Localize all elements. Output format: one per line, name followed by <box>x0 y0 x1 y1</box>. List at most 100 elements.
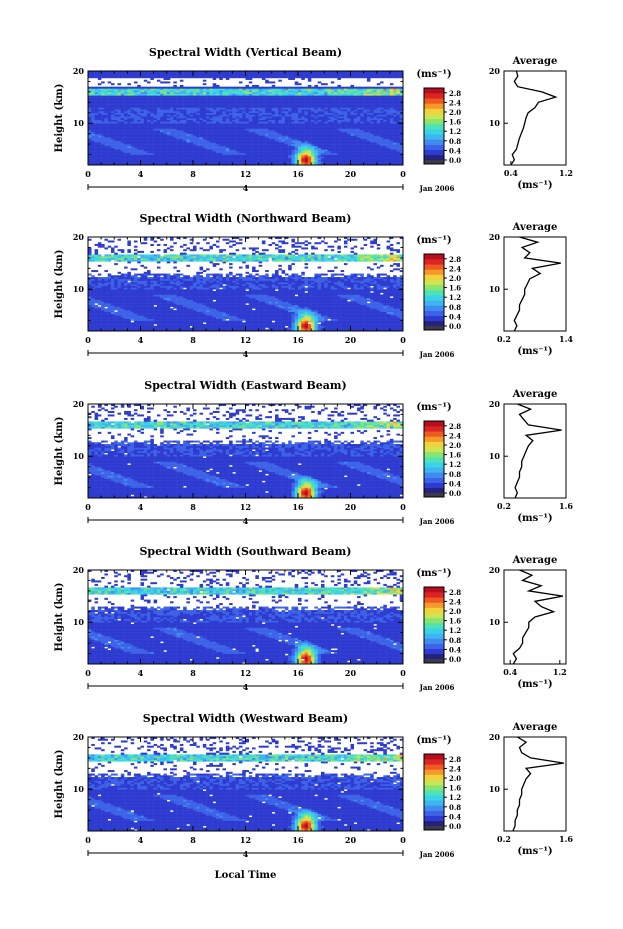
heatmap-cell <box>235 118 240 120</box>
heatmap-cell <box>255 123 259 126</box>
heatmap-cell <box>114 116 118 119</box>
heatmap-cell <box>353 72 358 75</box>
heatmap-cell <box>186 105 190 108</box>
heatmap-cell <box>399 72 404 75</box>
heatmap-cell <box>330 118 335 120</box>
heatmap-cell <box>238 71 243 73</box>
heatmap-cell <box>330 74 335 77</box>
heatmap-cell <box>140 95 145 98</box>
heatmap-cell <box>320 131 325 134</box>
heatmap-cell <box>130 76 135 79</box>
heatmap-cell <box>324 105 328 108</box>
heatmap-cell <box>235 131 240 134</box>
heatmap-cell <box>114 159 118 162</box>
colorbar-swatch <box>424 154 444 161</box>
heatmap-cell <box>334 144 338 147</box>
heatmap-cell <box>245 76 250 79</box>
heatmap-cell <box>317 107 322 110</box>
heatmap-cell <box>317 72 322 75</box>
heatmap-cell <box>140 128 145 131</box>
heatmap-cell <box>133 105 138 108</box>
heatmap-cell <box>143 142 148 145</box>
heatmap-cell <box>314 74 318 77</box>
heatmap-cell <box>232 135 236 138</box>
heatmap-cell <box>179 121 184 124</box>
heatmap-cell <box>156 138 161 141</box>
heatmap-cell <box>291 74 295 77</box>
heatmap-cell <box>380 95 384 98</box>
heatmap-cell <box>343 161 348 164</box>
heatmap-cell <box>193 86 197 89</box>
heatmap-cell <box>199 130 204 133</box>
heatmap-cell <box>88 90 92 93</box>
heatmap-cell <box>120 97 125 100</box>
heatmap-cell <box>386 95 391 98</box>
heatmap-cell <box>242 109 246 112</box>
y-tick-label: 20 <box>73 66 85 76</box>
heatmap-cell <box>337 133 341 136</box>
heatmap-cell <box>324 156 328 159</box>
heatmap-cell <box>284 130 289 133</box>
heatmap-cell <box>229 119 233 122</box>
heatmap-cell <box>373 114 377 117</box>
heatmap-cell <box>206 329 210 332</box>
heatmap-cell <box>324 152 328 155</box>
heatmap-cell <box>343 118 348 120</box>
heatmap-cell <box>94 133 99 136</box>
heatmap-cell <box>127 124 131 127</box>
heatmap-cell <box>130 163 135 166</box>
heatmap-cell <box>327 71 332 73</box>
heatmap-cell <box>255 151 259 154</box>
heatmap-cell <box>281 133 286 136</box>
heatmap-cell <box>170 71 174 73</box>
heatmap-cell <box>340 156 345 159</box>
heatmap-cell <box>357 116 361 119</box>
heatmap-cell <box>261 126 266 129</box>
heatmap-cell <box>370 149 374 152</box>
heatmap-cell <box>124 128 128 131</box>
heatmap-cell <box>176 152 181 155</box>
heatmap-cell <box>199 144 204 147</box>
heatmap-cell <box>232 144 236 147</box>
heatmap-cell <box>229 76 233 79</box>
heatmap-cell <box>396 76 400 79</box>
heatmap-cell <box>225 329 230 332</box>
heatmap-cell <box>360 98 364 101</box>
heatmap-cell <box>222 124 227 127</box>
heatmap-cell <box>271 71 276 73</box>
heatmap-cell <box>193 133 197 136</box>
heatmap-cell <box>353 118 358 120</box>
heatmap-cell <box>170 76 174 79</box>
heatmap-cell <box>252 121 256 124</box>
heatmap-cell <box>399 95 404 98</box>
heatmap-cell <box>166 149 171 152</box>
heatmap-cell <box>298 111 302 114</box>
heatmap-cell <box>101 144 105 147</box>
heatmap-cell <box>265 142 269 145</box>
heatmap-cell <box>275 111 279 114</box>
heatmap-cell <box>255 72 259 75</box>
heatmap-cell <box>97 109 102 112</box>
heatmap-cell <box>133 329 138 332</box>
heatmap-cell <box>307 119 312 122</box>
heatmap-cell <box>163 102 167 105</box>
heatmap-cell <box>386 116 391 119</box>
heatmap-cell <box>265 102 269 105</box>
heatmap-cell <box>311 161 315 164</box>
heatmap-cell <box>363 151 368 154</box>
heatmap-cell <box>311 147 315 150</box>
heatmap-cell <box>137 156 141 159</box>
heatmap-cell <box>294 121 299 124</box>
heatmap-cell <box>166 76 171 79</box>
heatmap-cell <box>150 135 154 138</box>
heatmap-cell <box>199 112 204 115</box>
heatmap-cell <box>370 116 374 119</box>
heatmap-cell <box>225 93 230 96</box>
heatmap-cell <box>107 90 112 93</box>
heatmap-cell <box>248 119 253 122</box>
heatmap-cell <box>363 109 368 112</box>
heatmap-cell <box>327 158 332 161</box>
heatmap-cell <box>265 159 269 162</box>
heatmap-cell <box>170 93 174 96</box>
heatmap-cell <box>110 151 115 154</box>
